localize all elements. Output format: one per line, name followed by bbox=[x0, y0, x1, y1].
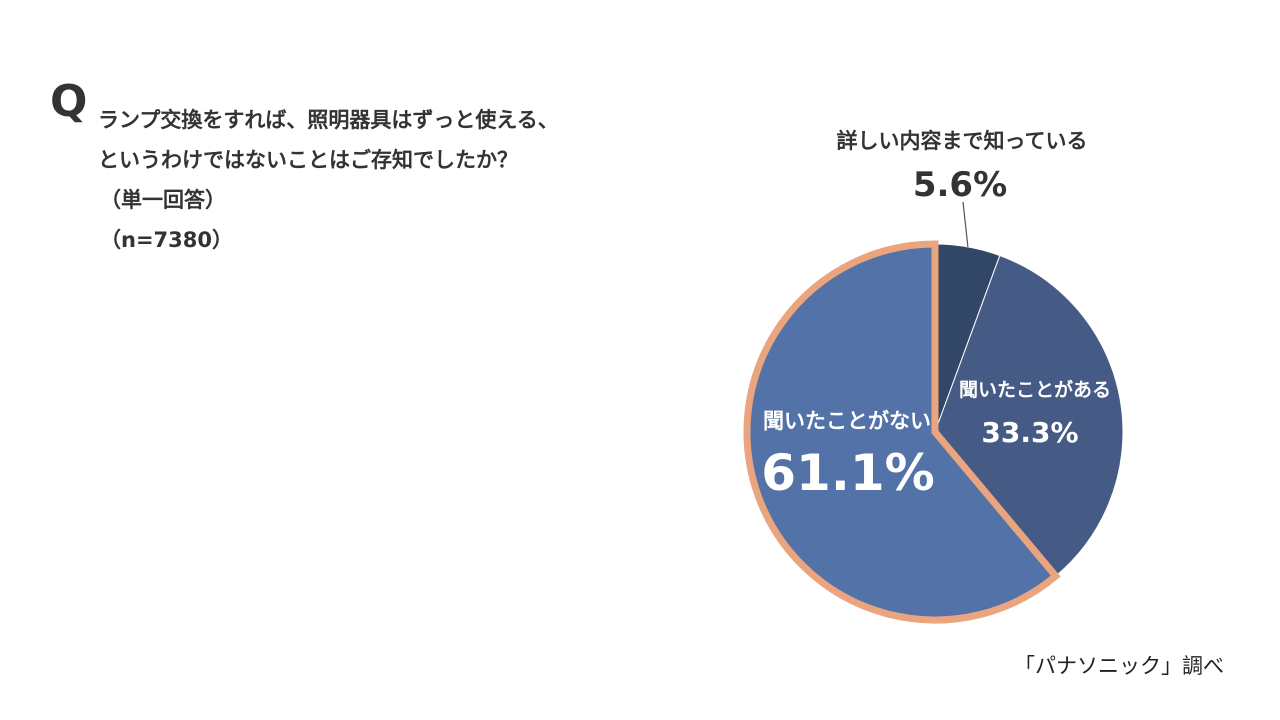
pie-slice-2 bbox=[934, 254, 1124, 577]
leader-line bbox=[962, 201, 969, 247]
slice-value-2: 33.3% bbox=[981, 416, 1078, 449]
question-text: ランプ交換をすれば、照明器具はずっと使える、 というわけではないことはご存知でし… bbox=[98, 100, 559, 260]
highlight-outline bbox=[743, 240, 1061, 624]
slice-value-1: 5.6% bbox=[913, 165, 1007, 205]
question-note-sample-size: （n=7380） bbox=[100, 228, 233, 252]
source-note: 「パナソニック」調べ bbox=[1014, 654, 1224, 678]
slice-label-3: 聞いたことがない bbox=[763, 409, 931, 433]
slice-label-2: 聞いたことがある bbox=[959, 378, 1111, 401]
slice-value-3: 61.1% bbox=[761, 444, 934, 502]
question-line-2: というわけではないことはご存知でしたか？ bbox=[98, 148, 518, 172]
question-line-1: ランプ交換をすれば、照明器具はずっと使える、 bbox=[98, 108, 559, 132]
question-note-single-answer: （単一回答） bbox=[100, 188, 226, 212]
question-mark: Q bbox=[50, 76, 88, 127]
slice-label-1: 詳しい内容まで知っている bbox=[837, 129, 1088, 153]
